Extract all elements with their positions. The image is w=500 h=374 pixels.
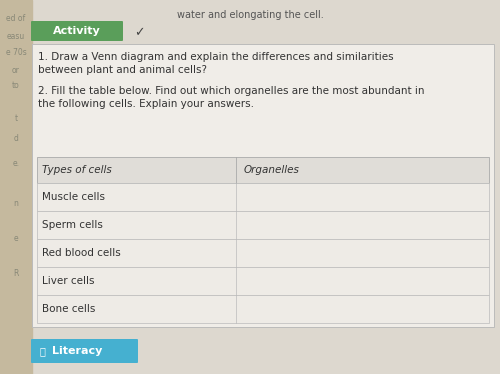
Text: R: R <box>14 269 18 278</box>
Text: d: d <box>14 134 18 142</box>
Bar <box>0 0 32 374</box>
Text: Sperm cells: Sperm cells <box>42 220 103 230</box>
Text: Bone cells: Bone cells <box>42 304 96 314</box>
Text: water and elongating the cell.: water and elongating the cell. <box>176 10 324 20</box>
Text: Literacy: Literacy <box>52 346 102 356</box>
Text: Muscle cells: Muscle cells <box>42 192 105 202</box>
Bar <box>32 44 494 327</box>
Text: e.: e. <box>12 159 20 168</box>
Text: t: t <box>14 113 18 123</box>
Text: easu: easu <box>7 31 25 40</box>
Text: e 70s: e 70s <box>6 47 26 56</box>
Bar <box>37 239 489 267</box>
Text: ✓: ✓ <box>134 27 144 40</box>
FancyBboxPatch shape <box>31 339 138 363</box>
Text: e: e <box>14 233 18 242</box>
Bar <box>37 267 489 295</box>
Text: to: to <box>12 80 20 89</box>
Text: or: or <box>12 65 20 74</box>
Bar <box>37 157 489 183</box>
Bar <box>37 295 489 323</box>
Text: n: n <box>14 199 18 208</box>
Text: Activity: Activity <box>53 26 101 36</box>
Text: Liver cells: Liver cells <box>42 276 94 286</box>
FancyBboxPatch shape <box>31 21 123 41</box>
Text: Red blood cells: Red blood cells <box>42 248 121 258</box>
Bar <box>37 211 489 239</box>
Bar <box>37 183 489 211</box>
Text: 🔒: 🔒 <box>40 346 46 356</box>
Text: Organelles: Organelles <box>244 165 300 175</box>
Text: 1. Draw a Venn diagram and explain the differences and similarities
between plan: 1. Draw a Venn diagram and explain the d… <box>38 52 394 75</box>
Text: 2. Fill the table below. Find out which organelles are the most abundant in
the : 2. Fill the table below. Find out which … <box>38 86 424 109</box>
Text: Types of cells: Types of cells <box>42 165 112 175</box>
Text: ed of: ed of <box>6 13 26 22</box>
